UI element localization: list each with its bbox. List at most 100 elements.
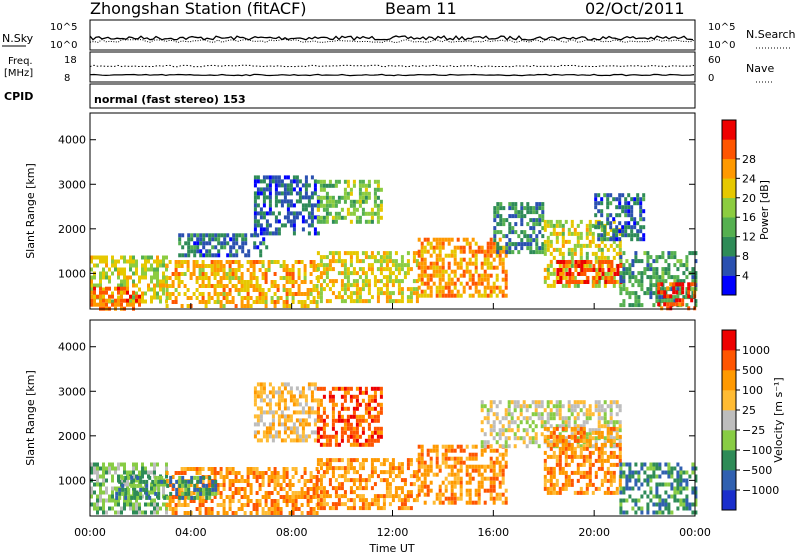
heatmap-cell xyxy=(406,263,410,268)
heatmap-cell xyxy=(580,268,584,272)
heatmap-cell xyxy=(301,219,305,224)
heatmap-cell xyxy=(417,464,421,469)
heatmap-cell xyxy=(520,222,524,227)
heatmap-cell xyxy=(267,491,271,495)
heatmap-cell xyxy=(157,479,161,484)
heatmap-cell xyxy=(456,468,460,473)
heatmap-cell xyxy=(631,263,635,268)
heatmap-cell xyxy=(468,269,472,274)
heatmap-cell xyxy=(483,444,487,449)
heatmap-cell xyxy=(283,187,287,192)
heatmap-cell xyxy=(625,291,629,296)
heatmap-cell xyxy=(108,470,111,475)
heatmap-cell xyxy=(570,450,574,455)
heatmap-cell xyxy=(613,280,617,284)
heatmap-cell xyxy=(496,206,500,211)
heatmap-cell xyxy=(607,264,611,268)
heatmap-cell xyxy=(486,277,490,282)
heatmap-cell xyxy=(636,233,640,238)
heatmap-cell xyxy=(235,253,239,258)
heatmap-cell xyxy=(300,260,304,264)
heatmap-cell xyxy=(631,275,635,280)
heatmap-cell xyxy=(609,454,613,459)
heatmap-cell xyxy=(240,304,244,308)
heatmap-cell xyxy=(652,462,656,467)
heatmap-cell xyxy=(183,284,187,288)
heatmap-cell xyxy=(603,424,607,429)
heatmap-cell xyxy=(634,279,638,284)
heatmap-cell xyxy=(385,255,389,260)
heatmap-cell xyxy=(120,290,123,295)
heatmap-cell xyxy=(165,471,169,475)
heatmap-cell xyxy=(289,418,293,423)
heatmap-cell xyxy=(358,215,362,220)
heatmap-cell xyxy=(264,511,268,515)
heatmap-cell xyxy=(549,271,553,276)
heatmap-cell xyxy=(652,291,656,296)
heatmap-cell xyxy=(391,279,395,284)
heatmap-cell xyxy=(423,464,427,469)
cpid-mode-text: normal (fast stereo) 153 xyxy=(94,93,246,106)
heatmap-cell xyxy=(441,269,445,274)
heatmap-cell xyxy=(183,292,187,296)
heatmap-cell xyxy=(282,264,286,268)
heatmap-cell xyxy=(483,464,487,469)
heatmap-cell xyxy=(196,475,200,480)
heatmap-cell xyxy=(186,260,190,264)
heatmap-cell xyxy=(147,255,150,260)
heatmap-cell xyxy=(283,199,287,204)
heatmap-cell xyxy=(453,257,457,262)
heatmap-cell xyxy=(456,245,460,250)
heatmap-cell xyxy=(358,402,362,407)
heatmap-cell xyxy=(331,434,335,439)
heatmap-cell xyxy=(99,299,102,304)
heatmap-cell xyxy=(477,492,481,497)
heatmap-cell xyxy=(273,511,277,515)
heatmap-cell xyxy=(274,402,278,407)
heatmap-cell xyxy=(214,483,218,488)
heatmap-cell xyxy=(570,263,574,268)
heatmap-cell xyxy=(289,187,293,192)
heatmap-cell xyxy=(367,438,371,443)
heatmap-cell xyxy=(606,193,610,198)
heatmap-cell xyxy=(441,500,445,505)
heatmap-cell xyxy=(127,475,131,480)
heatmap-cell xyxy=(423,500,427,505)
heatmap-cell xyxy=(261,272,265,276)
heatmap-cell xyxy=(253,179,257,184)
heatmap-cell xyxy=(316,203,320,208)
heatmap-cell xyxy=(546,404,550,409)
heatmap-cell xyxy=(96,283,99,288)
heatmap-cell xyxy=(597,424,601,429)
heatmap-cell xyxy=(376,430,380,435)
heatmap-cell xyxy=(132,502,135,507)
heatmap-cell xyxy=(420,488,424,493)
freq-series-line xyxy=(89,64,695,68)
heatmap-cell xyxy=(358,466,362,471)
heatmap-cell xyxy=(208,487,212,492)
heatmap-cell xyxy=(177,284,181,288)
heatmap-cell xyxy=(513,400,517,405)
heatmap-cell xyxy=(373,494,377,499)
heatmap-cell xyxy=(313,231,317,236)
heatmap-cell xyxy=(135,294,138,299)
heatmap-cell xyxy=(108,462,111,467)
heatmap-cell xyxy=(561,424,565,429)
heatmap-cell xyxy=(646,502,650,507)
heatmap-cell xyxy=(304,219,308,224)
heatmap-cell xyxy=(102,298,105,303)
heatmap-cell xyxy=(379,410,383,415)
heatmap-cell xyxy=(325,255,329,260)
heatmap-cell xyxy=(471,456,475,461)
heatmap-cell xyxy=(594,255,598,260)
heatmap-cell xyxy=(90,275,93,280)
heatmap-cell xyxy=(124,495,128,500)
heatmap-cell xyxy=(676,267,680,272)
heatmap-cell xyxy=(609,474,613,479)
heatmap-cell xyxy=(637,498,641,503)
heatmap-cell xyxy=(379,263,383,268)
heatmap-cell xyxy=(135,291,138,296)
heatmap-cell xyxy=(283,382,287,387)
heatmap-cell xyxy=(498,436,502,441)
heatmap-cell xyxy=(519,404,523,409)
